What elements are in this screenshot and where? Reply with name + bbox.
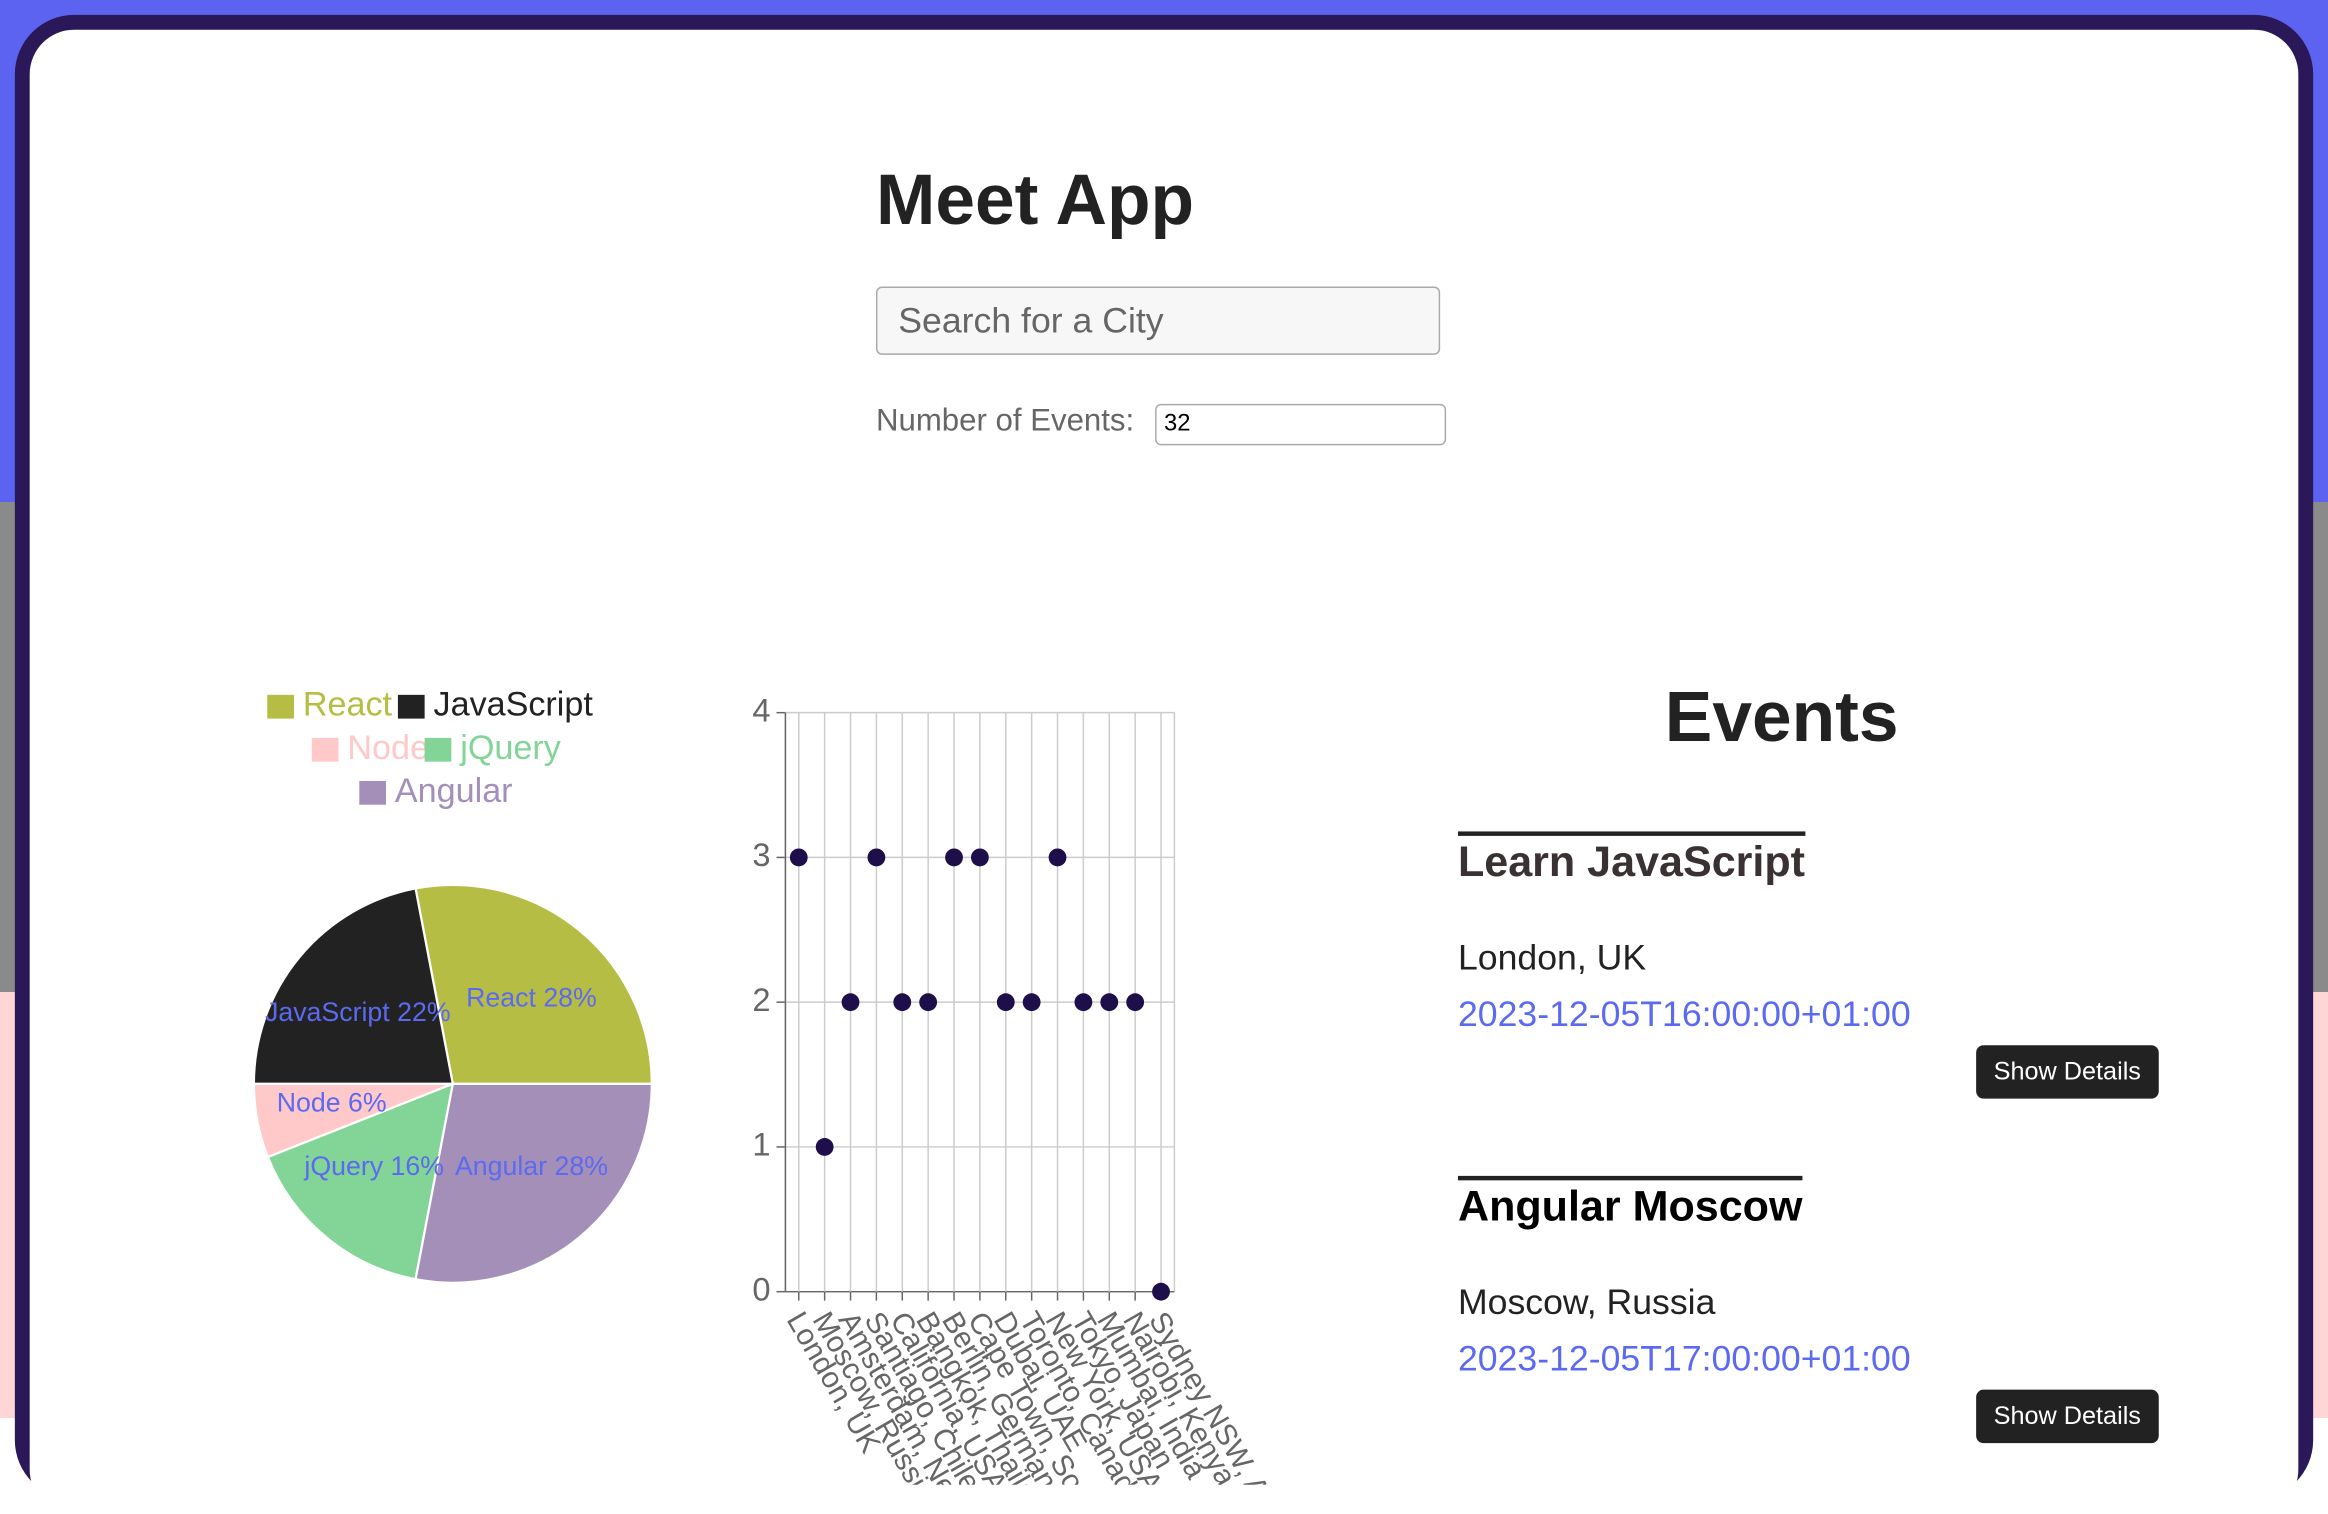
point [893,993,912,1012]
point [789,848,808,867]
y-tick-label: 4 [752,691,770,728]
point [815,1138,834,1156]
legend-label: Angular [395,772,513,810]
y-tick-label: 0 [752,1270,770,1307]
point [1100,993,1119,1012]
legend-label: jQuery [459,729,561,767]
event-date: 2023-12-05T16:00:00+01:00 [1457,994,1911,1035]
event-title: Learn JavaScript [1457,831,1806,887]
point [919,993,938,1012]
event-date: 2023-12-05T17:00:00+01:00 [1457,1339,1911,1380]
y-tick-label: 1 [752,1126,770,1163]
point [945,848,963,867]
events-number-input[interactable]: 32 [1155,403,1447,446]
legend-swatch [424,737,452,762]
slice-label: Angular 28% [455,1151,608,1181]
events-label: Number of Events: [875,403,1135,438]
city-search[interactable]: Search for a City [875,286,1441,355]
point [1022,993,1041,1012]
point [1152,1282,1170,1301]
slice-label: React 28% [466,983,597,1013]
slice-label: JavaScript 22% [265,997,451,1027]
point [1048,848,1067,867]
point [841,993,860,1012]
app-title: Meet App [875,161,1195,241]
slice-label: Node 6% [277,1087,387,1117]
app-card: Meet App Search for a City Number of Eve… [29,29,2299,1514]
event: Angular Moscow Moscow, Russia 2023-12-05… [1457,1175,2159,1444]
event-location: Moscow, Russia [1457,1282,1716,1323]
pie-slice [414,1082,653,1284]
point [867,848,886,867]
details-button[interactable]: Show Details [1975,1389,2159,1444]
legend-swatch [359,780,387,805]
legend-swatch [311,737,339,762]
pie-slice [414,883,653,1085]
slice-label: jQuery 16% [303,1151,444,1181]
legend-swatch [267,694,294,719]
pie-slice [266,1082,455,1281]
event-title: Angular Moscow [1457,1175,1803,1232]
point [996,993,1015,1012]
legend-label: Node [347,729,429,767]
pie-slice [252,887,455,1085]
point [1126,993,1145,1012]
stage: Meet App Search for a City Number of Eve… [14,14,2314,1500]
y-tick-label: 2 [752,981,770,1018]
event: Learn JavaScript London, UK 2023-12-05T1… [1457,831,2159,1099]
point [1074,993,1093,1012]
legend-swatch [397,694,425,719]
y-tick-label: 3 [752,836,770,873]
legend-label: React [303,686,393,724]
point [970,848,989,867]
events-title: Events [1664,678,1899,758]
details-button[interactable]: Show Details [1975,1045,2159,1099]
event-location: London, UK [1457,938,1647,979]
legend-label: JavaScript [434,686,594,724]
